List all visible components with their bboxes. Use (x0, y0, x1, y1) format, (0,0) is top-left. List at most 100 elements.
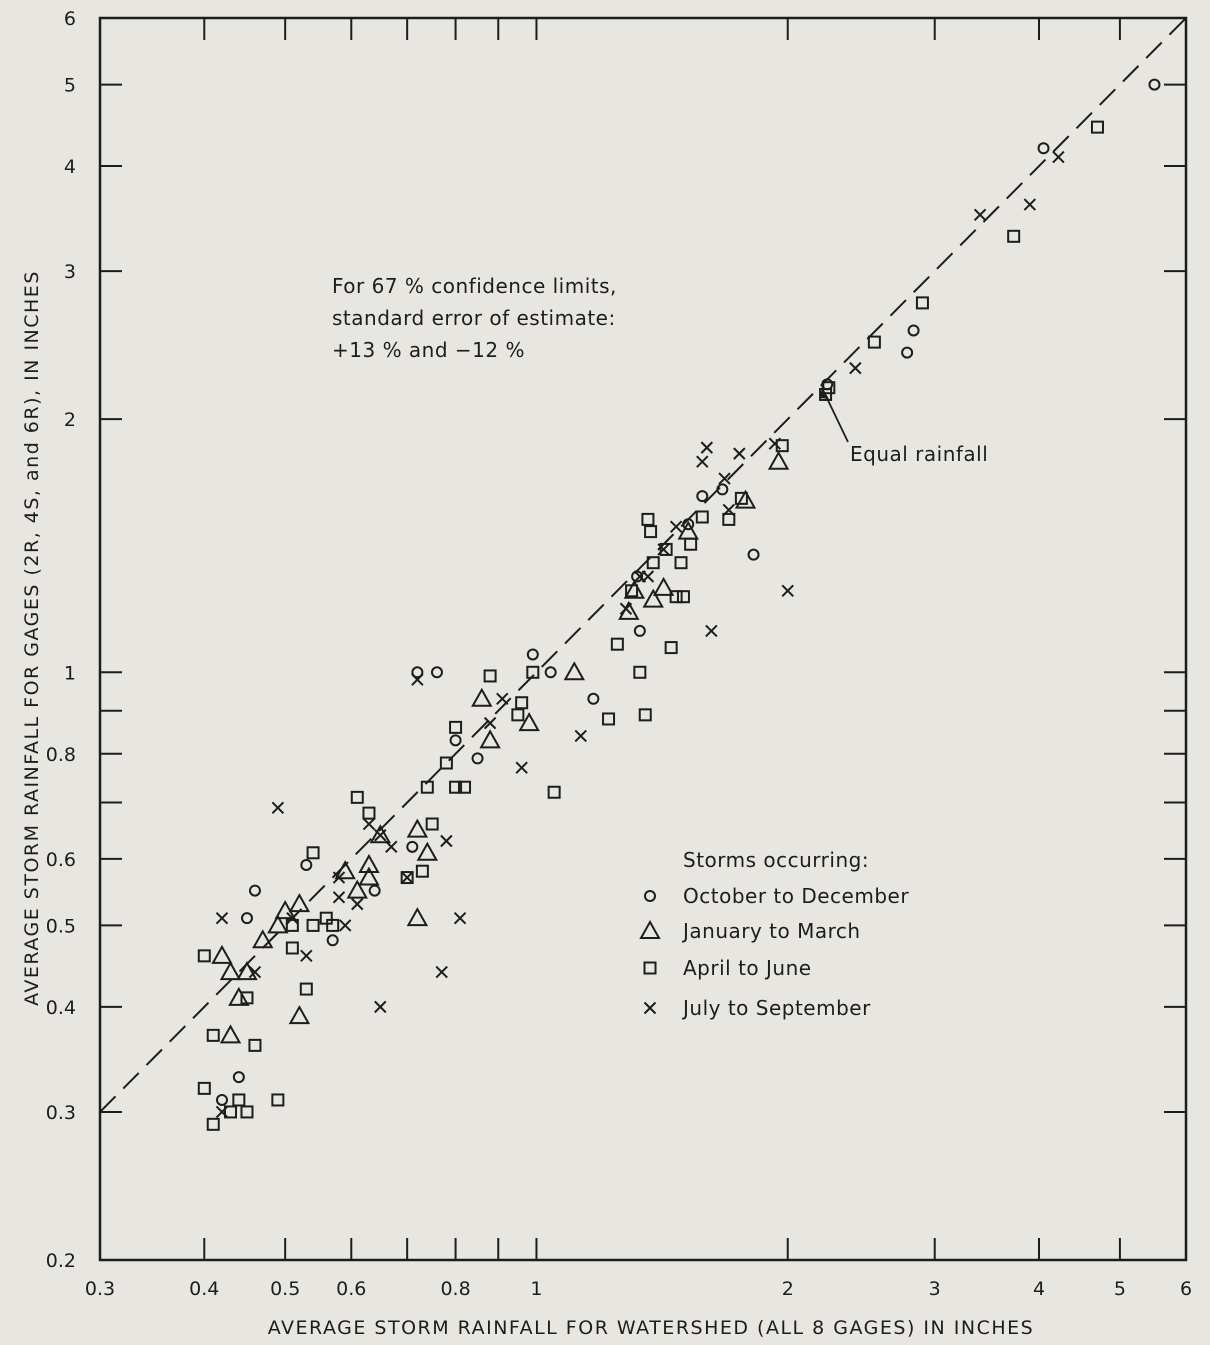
x-point (215, 1105, 229, 1119)
y-tick-label: 0.3 (46, 1102, 76, 1124)
triangle-point (471, 687, 493, 707)
y-axis-label: AVERAGE STORM RAINFALL FOR GAGES (2R, 4S… (21, 270, 43, 1006)
square-point (439, 756, 453, 770)
y-tick-label: 4 (64, 156, 76, 178)
x-point (300, 949, 313, 963)
circle-point (544, 666, 557, 679)
triangle-point (211, 944, 233, 964)
triangle-point (252, 929, 274, 949)
y-tick-label: 0.8 (46, 744, 76, 766)
circle-point (411, 666, 424, 679)
legend-marker-triangle (639, 919, 661, 939)
x-tick-label: 2 (782, 1278, 794, 1300)
circle-point (716, 483, 729, 496)
x-point (483, 716, 497, 730)
circle-point (747, 548, 760, 561)
square-point (526, 665, 540, 679)
circle-point (682, 518, 695, 531)
circle-point (449, 734, 462, 747)
x-point (718, 472, 731, 485)
triangle-point (228, 986, 250, 1006)
triangle-point (623, 579, 646, 599)
square-point (511, 708, 525, 722)
x-tick-labels: 0.3 0.4 0.5 0.6 0.8 1 2 3 4 5 6 (85, 1278, 1192, 1300)
legend-label-april-to-june: April to June (683, 956, 812, 980)
triangle-point (267, 914, 289, 934)
circle-point (1037, 142, 1050, 155)
series-january-to-march (211, 450, 790, 1044)
triangle-point (288, 1005, 311, 1025)
square-point (326, 918, 340, 932)
x-point (733, 447, 746, 460)
equal-rainfall-pointer (823, 391, 849, 443)
x-tick-label: 3 (929, 1278, 941, 1300)
square-point (285, 918, 299, 932)
x-axis-label: AVERAGE STORM RAINFALL FOR WATERSHED (AL… (268, 1317, 1034, 1339)
triangle-point (652, 576, 675, 596)
y-tick-label: 0.2 (46, 1250, 76, 1272)
square-point (610, 637, 624, 651)
square-point (483, 669, 497, 683)
x-tick-label: 0.8 (440, 1278, 470, 1300)
circle-point (696, 490, 709, 503)
annotation-line-1: For 67 % confidence limits, (332, 274, 617, 298)
circle-point (631, 570, 644, 583)
x-point (669, 520, 683, 533)
triangle-point (416, 841, 439, 861)
x-tick-label: 0.4 (189, 1278, 219, 1300)
legend-x-icon (643, 1001, 657, 1015)
x-tick-label: 5 (1114, 1278, 1126, 1300)
x-point (849, 361, 862, 375)
circle-point (587, 692, 600, 705)
square-point (449, 720, 463, 734)
square-point (625, 584, 639, 598)
triangle-point (406, 818, 429, 838)
x-tick-label: 0.5 (270, 1278, 300, 1300)
series-july-to-september (215, 150, 1065, 1119)
square-point (633, 665, 647, 679)
plot-frame (98, 16, 1188, 1262)
square-point (420, 780, 434, 794)
legend-title: Storms occurring: (683, 848, 869, 872)
square-point (299, 982, 313, 996)
y-tick-labels: 0.2 0.3 0.4 0.5 0.6 0.8 1 2 3 4 5 6 (46, 8, 76, 1272)
legend-marker-square (643, 961, 657, 975)
legend-circle-icon (644, 890, 656, 902)
x-point (1052, 150, 1065, 164)
legend-label-july-to-september: July to September (681, 996, 871, 1020)
x-point (700, 441, 714, 454)
x-point (973, 208, 987, 222)
x-point (332, 871, 346, 884)
square-point (425, 817, 439, 831)
y-tick-label: 1 (64, 662, 76, 684)
square-point (449, 780, 463, 794)
square-point (240, 1105, 254, 1119)
x-point (374, 1000, 387, 1014)
triangle-point (734, 489, 757, 509)
triangle-point (358, 866, 380, 886)
x-point (215, 911, 229, 925)
axis-ticks (100, 18, 1186, 1260)
square-point (867, 335, 881, 349)
x-point (286, 911, 299, 925)
data-points (197, 78, 1161, 1131)
circle-point (240, 912, 253, 925)
square-point (271, 1093, 285, 1107)
square-point (1090, 120, 1104, 134)
x-point (574, 729, 587, 743)
y-tick-label: 0.6 (46, 849, 76, 871)
square-point (232, 1093, 246, 1107)
square-point (206, 1028, 220, 1042)
y-tick-label: 6 (64, 8, 76, 30)
triangle-point (236, 961, 258, 981)
x-point (362, 817, 376, 831)
x-point (435, 965, 448, 979)
y-tick-label: 0.5 (46, 915, 76, 937)
series-october-to-december (215, 78, 1161, 1106)
legend-triangle-icon (639, 919, 661, 939)
y-tick-label: 2 (64, 409, 76, 431)
equal-rainfall-label: Equal rainfall (850, 442, 988, 466)
legend-marker-x (643, 1001, 657, 1015)
triangle-point (358, 853, 380, 873)
